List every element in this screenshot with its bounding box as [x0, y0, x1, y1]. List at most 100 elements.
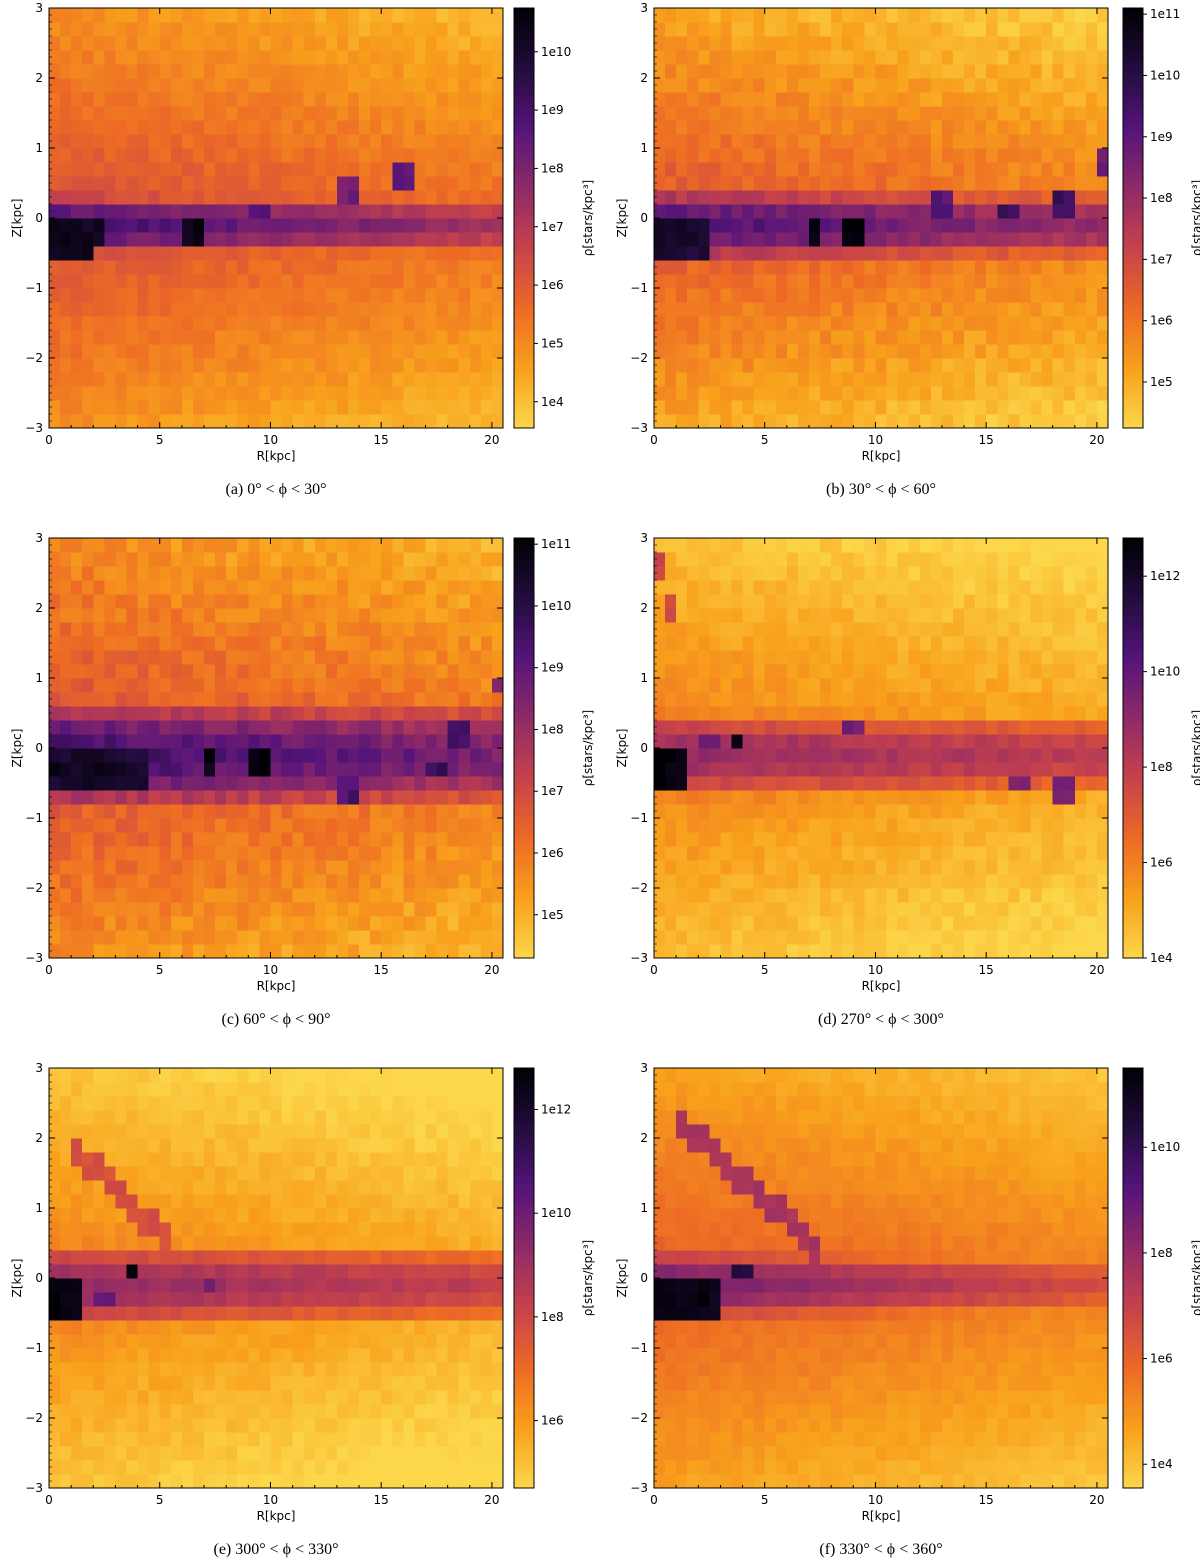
heatmap-cell [226, 218, 238, 233]
heatmap-cell [82, 344, 94, 359]
heatmap-cell [447, 64, 460, 79]
colorbar-step [514, 225, 534, 230]
heatmap-cell [731, 594, 744, 609]
heatmap-cell [742, 92, 755, 107]
heatmap-cell [1052, 316, 1065, 331]
heatmap-cell [820, 664, 832, 679]
heatmap-cell [237, 330, 249, 345]
heatmap-cell [1085, 386, 1098, 401]
heatmap-cell [259, 330, 272, 345]
heatmap-cell [447, 22, 460, 37]
heatmap-cell [997, 414, 1009, 429]
heatmap-cell [226, 372, 238, 387]
heatmap-cell [720, 846, 733, 861]
heatmap-cell [303, 818, 316, 833]
heatmap-cell [226, 874, 238, 889]
heatmap-cell [425, 832, 438, 847]
heatmap-cell [370, 8, 382, 23]
heatmap-cell [809, 78, 821, 93]
heatmap-cell [347, 720, 360, 735]
heatmap-cell [104, 218, 117, 233]
heatmap-cell [159, 622, 172, 637]
heatmap-cell [192, 888, 205, 903]
heatmap-cell [370, 538, 382, 553]
colorbar-step [514, 688, 534, 693]
colorbar-step [514, 604, 534, 609]
heatmap-cell [115, 386, 128, 401]
heatmap-cell [753, 930, 766, 945]
heatmap-cell [458, 22, 471, 37]
colorbar-step [514, 825, 534, 830]
colorbar-step [1123, 221, 1143, 226]
heatmap-cell [314, 566, 327, 581]
heatmap-cell [248, 552, 260, 567]
heatmap-cell [491, 78, 504, 93]
heatmap-cell [831, 594, 843, 609]
heatmap-cell [104, 246, 117, 261]
heatmap-cell [447, 692, 460, 707]
heatmap-cell [997, 288, 1009, 303]
heatmap-cell [447, 358, 460, 373]
heatmap-cell [303, 594, 316, 609]
heatmap-cell [270, 36, 283, 51]
heatmap-cell [181, 706, 194, 721]
heatmap-cell [831, 358, 843, 373]
heatmap-cell [392, 874, 404, 889]
heatmap-cell [469, 636, 482, 651]
heatmap-cell [676, 804, 688, 819]
heatmap-cell [403, 636, 416, 651]
heatmap-cell [447, 176, 460, 191]
heatmap-cell [709, 790, 722, 805]
colorbar-step [1123, 340, 1143, 345]
colorbar-step [514, 15, 534, 20]
heatmap-cell [192, 720, 205, 735]
heatmap-cell [414, 316, 427, 331]
colorbar-step [514, 120, 534, 125]
heatmap-cell [831, 804, 843, 819]
heatmap-cell [842, 776, 854, 791]
colorbar-step [514, 323, 534, 328]
colorbar-step [1123, 351, 1143, 356]
heatmap-cell [381, 902, 393, 917]
heatmap-cell [952, 274, 965, 289]
heatmap-cell [930, 344, 943, 359]
heatmap-cell [720, 552, 733, 567]
heatmap-cell [336, 162, 349, 177]
heatmap-cell [491, 246, 504, 261]
heatmap-cell [469, 692, 482, 707]
heatmap-cell [665, 260, 677, 275]
colorbar-tick-label: 1e9 [541, 661, 564, 675]
heatmap-cell [414, 916, 427, 931]
heatmap-cell [226, 580, 238, 595]
heatmap-cell [259, 176, 272, 191]
heatmap-cell [314, 288, 327, 303]
heatmap-cell [831, 36, 843, 51]
heatmap-cell [698, 148, 710, 163]
heatmap-cell [480, 888, 493, 903]
heatmap-cell [742, 706, 755, 721]
heatmap-cell [314, 818, 327, 833]
colorbar-step [514, 43, 534, 48]
heatmap-cell [336, 790, 349, 805]
heatmap-cell [82, 790, 94, 805]
heatmap-cell [919, 78, 932, 93]
heatmap-cell [831, 288, 843, 303]
heatmap-cell [281, 636, 294, 651]
heatmap-cell [775, 106, 788, 121]
heatmap-cell [458, 414, 471, 429]
heatmap-cell [104, 720, 117, 735]
colorbar-step [514, 744, 534, 749]
heatmap-cell [665, 748, 677, 763]
heatmap-cell [403, 372, 416, 387]
heatmap-cell [115, 8, 128, 23]
heatmap-cell [720, 134, 733, 149]
heatmap-cell [248, 804, 260, 819]
heatmap-cell [359, 218, 371, 233]
heatmap-cell [820, 944, 832, 959]
heatmap-cell [49, 78, 61, 93]
heatmap-cell [1063, 218, 1076, 233]
heatmap-cell [392, 134, 404, 149]
heatmap-cell [764, 344, 777, 359]
heatmap-cell [842, 288, 854, 303]
heatmap-cell [414, 944, 427, 959]
